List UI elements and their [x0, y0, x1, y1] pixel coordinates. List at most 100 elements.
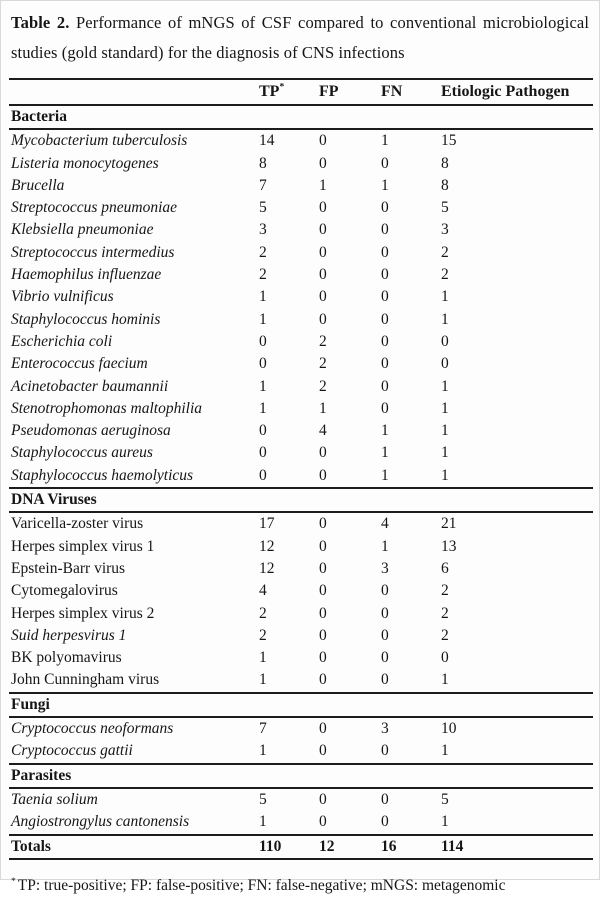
fn-value: 1 — [381, 466, 389, 484]
totals-tp-value: 110 — [251, 833, 311, 860]
pathogen-name: Cytomegalovirus — [11, 582, 118, 600]
tp-value: 2 — [259, 243, 267, 261]
col-header-tp-label: TP — [259, 83, 280, 100]
etiologic-pathogen-value: 13 — [441, 537, 457, 555]
tp-value: 1 — [259, 742, 267, 760]
pathogen-name: Klebsiella pneumoniae — [11, 221, 154, 239]
fn-value: 0 — [381, 332, 389, 350]
etiologic-pathogen-value: 0 — [441, 649, 449, 667]
pathogen-name: Suid herpesvirus 1 — [11, 626, 127, 644]
fp-value: 0 — [319, 288, 327, 306]
pathogen-name: Pseudomonas aeruginosa — [11, 422, 171, 440]
col-header-pathogen — [9, 78, 251, 106]
tp-asterisk-marker: * — [279, 82, 285, 93]
pathogen-name: Varicella-zoster virus — [11, 515, 144, 533]
fp-value: 0 — [319, 444, 327, 462]
pathogen-name: Epstein-Barr virus — [11, 559, 126, 577]
tp-value: 12 — [259, 559, 275, 577]
fp-value: 0 — [319, 742, 327, 760]
section-header-bacteria: Bacteria — [9, 103, 593, 131]
footnote-text: TP: true-positive; FP: false-positive; F… — [17, 876, 506, 894]
tp-value: 1 — [259, 671, 267, 689]
tp-value: 1 — [259, 310, 267, 328]
section-header-fungi: Fungi — [9, 691, 593, 719]
fn-value: 3 — [381, 720, 389, 738]
fn-value: 1 — [381, 444, 389, 462]
pathogen-name: Brucella — [11, 176, 65, 194]
col-header-tp: TP* — [251, 78, 311, 106]
fn-value: 0 — [381, 310, 389, 328]
pathogen-name: Cryptococcus gattii — [11, 742, 133, 760]
table-row: Klebsiella pneumoniae 3 0 0 3 — [9, 219, 593, 241]
tp-value: 1 — [259, 399, 267, 417]
table-row: Varicella-zoster virus 17 0 4 21 — [9, 512, 593, 535]
footnote-asterisk-marker: * — [11, 876, 16, 887]
pathogen-name: John Cunningham virus — [11, 671, 160, 689]
fn-value: 0 — [381, 377, 389, 395]
fp-value: 0 — [319, 537, 327, 555]
fn-value: 0 — [381, 813, 389, 831]
tp-value: 2 — [259, 266, 267, 284]
fp-value: 0 — [319, 515, 327, 533]
pathogen-name: Herpes simplex virus 1 — [11, 537, 155, 555]
tp-value: 1 — [259, 813, 267, 831]
pathogen-name: Streptococcus intermedius — [11, 243, 175, 261]
section-header-dna-viruses: DNA Viruses — [9, 487, 593, 514]
etiologic-pathogen-value: 1 — [441, 288, 449, 306]
table-row: Pseudomonas aeruginosa 0 4 1 1 — [9, 420, 593, 442]
pathogen-name: Acinetobacter baumannii — [11, 377, 169, 395]
fp-value: 0 — [319, 582, 327, 600]
pathogen-name: Mycobacterium tuberculosis — [11, 132, 188, 150]
fp-value: 0 — [319, 466, 327, 484]
fn-value: 0 — [381, 266, 389, 284]
pathogen-name: Listeria monocytogenes — [11, 154, 159, 172]
fp-value: 0 — [319, 310, 327, 328]
fn-value: 0 — [381, 626, 389, 644]
fn-value: 1 — [381, 422, 389, 440]
tp-value: 8 — [259, 154, 267, 172]
fn-value: 1 — [381, 537, 389, 555]
etiologic-pathogen-value: 0 — [441, 355, 449, 373]
fn-value: 0 — [381, 604, 389, 622]
etiologic-pathogen-value: 2 — [441, 604, 449, 622]
table-row: Staphylococcus haemolyticus 0 0 1 1 — [9, 465, 593, 488]
totals-row: Totals 110 12 16 114 — [9, 833, 593, 860]
fn-value: 0 — [381, 649, 389, 667]
etiologic-pathogen-value: 1 — [441, 466, 449, 484]
etiologic-pathogen-value: 2 — [441, 582, 449, 600]
table-row: Herpes simplex virus 2 2 0 0 2 — [9, 603, 593, 625]
fn-value: 0 — [381, 790, 389, 808]
fp-value: 0 — [319, 199, 327, 217]
etiologic-pathogen-value: 1 — [441, 742, 449, 760]
etiologic-pathogen-value: 10 — [441, 720, 457, 738]
table-row: Herpes simplex virus 1 12 0 1 13 — [9, 536, 593, 558]
etiologic-pathogen-value: 5 — [441, 199, 449, 217]
fn-value: 0 — [381, 288, 389, 306]
table-caption-label: Table 2. — [11, 13, 70, 32]
fp-value: 0 — [319, 266, 327, 284]
pathogen-name: Escherichia coli — [11, 332, 113, 350]
etiologic-pathogen-value: 21 — [441, 515, 457, 533]
section-title: Parasites — [9, 762, 593, 789]
fp-value: 1 — [319, 176, 327, 194]
fn-value: 3 — [381, 559, 389, 577]
tp-value: 0 — [259, 466, 267, 484]
fp-value: 0 — [319, 649, 327, 667]
tp-value: 12 — [259, 537, 275, 555]
tp-value: 1 — [259, 288, 267, 306]
fp-value: 0 — [319, 559, 327, 577]
pathogen-name: Staphylococcus hominis — [11, 310, 161, 328]
tp-value: 17 — [259, 515, 275, 533]
pathogen-name: Haemophilus influenzae — [11, 266, 162, 284]
table-row: Stenotrophomonas maltophilia 1 1 0 1 — [9, 398, 593, 420]
fn-value: 0 — [381, 243, 389, 261]
tp-value: 4 — [259, 582, 267, 600]
table-row: Haemophilus influenzae 2 0 0 2 — [9, 264, 593, 286]
fp-value: 0 — [319, 626, 327, 644]
fn-value: 0 — [381, 154, 389, 172]
table-footnote: * TP: true-positive; FP: false-positive; … — [11, 875, 589, 897]
pathogen-name: Staphylococcus haemolyticus — [11, 466, 194, 484]
tp-value: 3 — [259, 221, 267, 239]
etiologic-pathogen-value: 6 — [441, 559, 449, 577]
